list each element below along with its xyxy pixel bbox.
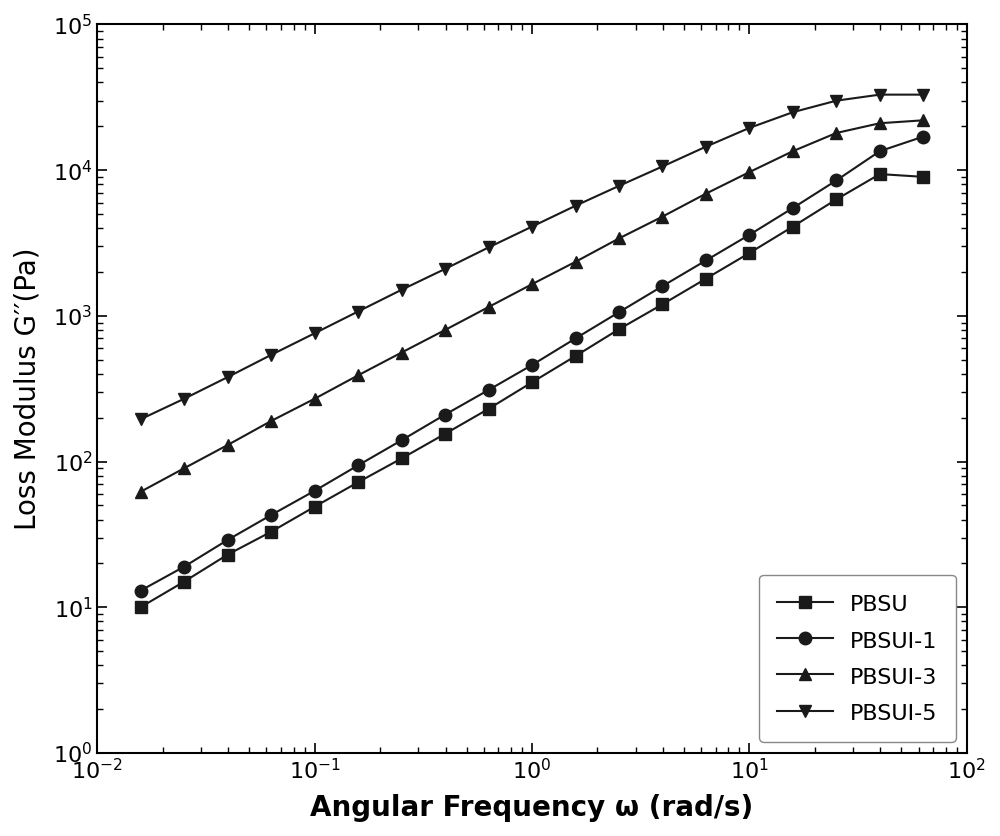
PBSUI-5 [917, 89, 929, 99]
X-axis label: Angular Frequency ω (rad/s): Angular Frequency ω (rad/s) [310, 794, 754, 822]
PBSU [526, 377, 538, 387]
PBSU [309, 502, 321, 512]
PBSUI-3 [570, 257, 582, 267]
PBSU [787, 222, 799, 232]
PBSUI-3 [787, 146, 799, 156]
PBSUI-3 [396, 348, 408, 358]
PBSU [178, 577, 190, 587]
PBSUI-1 [178, 562, 190, 572]
PBSUI-5 [700, 141, 712, 151]
PBSUI-3 [874, 118, 886, 128]
PBSU [700, 273, 712, 283]
PBSUI-3 [309, 394, 321, 404]
PBSUI-5 [656, 161, 668, 171]
PBSUI-1 [309, 486, 321, 496]
Line: PBSUI-1: PBSUI-1 [134, 130, 930, 597]
PBSUI-3 [222, 440, 234, 450]
PBSUI-5 [309, 329, 321, 339]
PBSUI-1 [787, 203, 799, 213]
PBSU [265, 527, 277, 537]
PBSUI-1 [570, 334, 582, 344]
PBSUI-1 [656, 281, 668, 291]
PBSU [570, 351, 582, 361]
PBSUI-1 [743, 230, 755, 240]
PBSU [439, 429, 451, 439]
PBSUI-5 [787, 107, 799, 117]
PBSUI-1 [135, 586, 147, 596]
PBSU [483, 404, 495, 414]
Y-axis label: Loss Modulus G′′(Pa): Loss Modulus G′′(Pa) [14, 247, 42, 530]
PBSUI-3 [135, 487, 147, 497]
PBSU [874, 169, 886, 179]
PBSUI-5 [830, 95, 842, 105]
PBSUI-5 [526, 222, 538, 232]
PBSUI-5 [483, 242, 495, 252]
PBSUI-5 [135, 415, 147, 425]
PBSUI-1 [700, 256, 712, 266]
PBSUI-1 [222, 535, 234, 545]
PBSUI-1 [917, 131, 929, 141]
PBSUI-1 [874, 146, 886, 156]
PBSUI-3 [830, 128, 842, 138]
PBSU [917, 172, 929, 182]
PBSU [830, 195, 842, 205]
PBSUI-3 [526, 279, 538, 289]
PBSUI-5 [352, 307, 364, 317]
PBSUI-1 [830, 176, 842, 186]
PBSUI-5 [613, 181, 625, 191]
PBSUI-5 [178, 394, 190, 404]
PBSUI-5 [396, 285, 408, 295]
PBSUI-3 [743, 167, 755, 177]
PBSUI-1 [439, 410, 451, 420]
PBSUI-1 [265, 510, 277, 520]
PBSUI-3 [439, 325, 451, 335]
Line: PBSUI-3: PBSUI-3 [134, 114, 930, 498]
PBSUI-3 [352, 370, 364, 380]
Line: PBSU: PBSU [134, 168, 930, 614]
Line: PBSUI-5: PBSUI-5 [134, 89, 930, 426]
PBSU [222, 549, 234, 559]
PBSUI-3 [483, 302, 495, 312]
PBSUI-5 [222, 372, 234, 382]
PBSUI-5 [743, 123, 755, 133]
PBSUI-3 [917, 115, 929, 125]
PBSU [743, 248, 755, 258]
PBSUI-3 [265, 416, 277, 426]
PBSU [396, 453, 408, 463]
PBSU [135, 602, 147, 612]
PBSUI-1 [396, 436, 408, 446]
PBSUI-1 [526, 360, 538, 370]
PBSUI-1 [613, 307, 625, 317]
PBSUI-1 [483, 385, 495, 395]
PBSUI-3 [613, 233, 625, 243]
Legend: PBSU, PBSUI-1, PBSUI-3, PBSUI-5: PBSU, PBSUI-1, PBSUI-3, PBSUI-5 [759, 574, 956, 742]
PBSUI-5 [874, 89, 886, 99]
PBSUI-3 [656, 212, 668, 222]
PBSU [656, 299, 668, 309]
PBSUI-1 [352, 461, 364, 471]
PBSUI-5 [439, 264, 451, 274]
PBSU [352, 477, 364, 487]
PBSUI-5 [570, 201, 582, 211]
PBSUI-5 [265, 349, 277, 359]
PBSUI-3 [700, 189, 712, 199]
PBSU [613, 324, 625, 334]
PBSUI-3 [178, 463, 190, 473]
